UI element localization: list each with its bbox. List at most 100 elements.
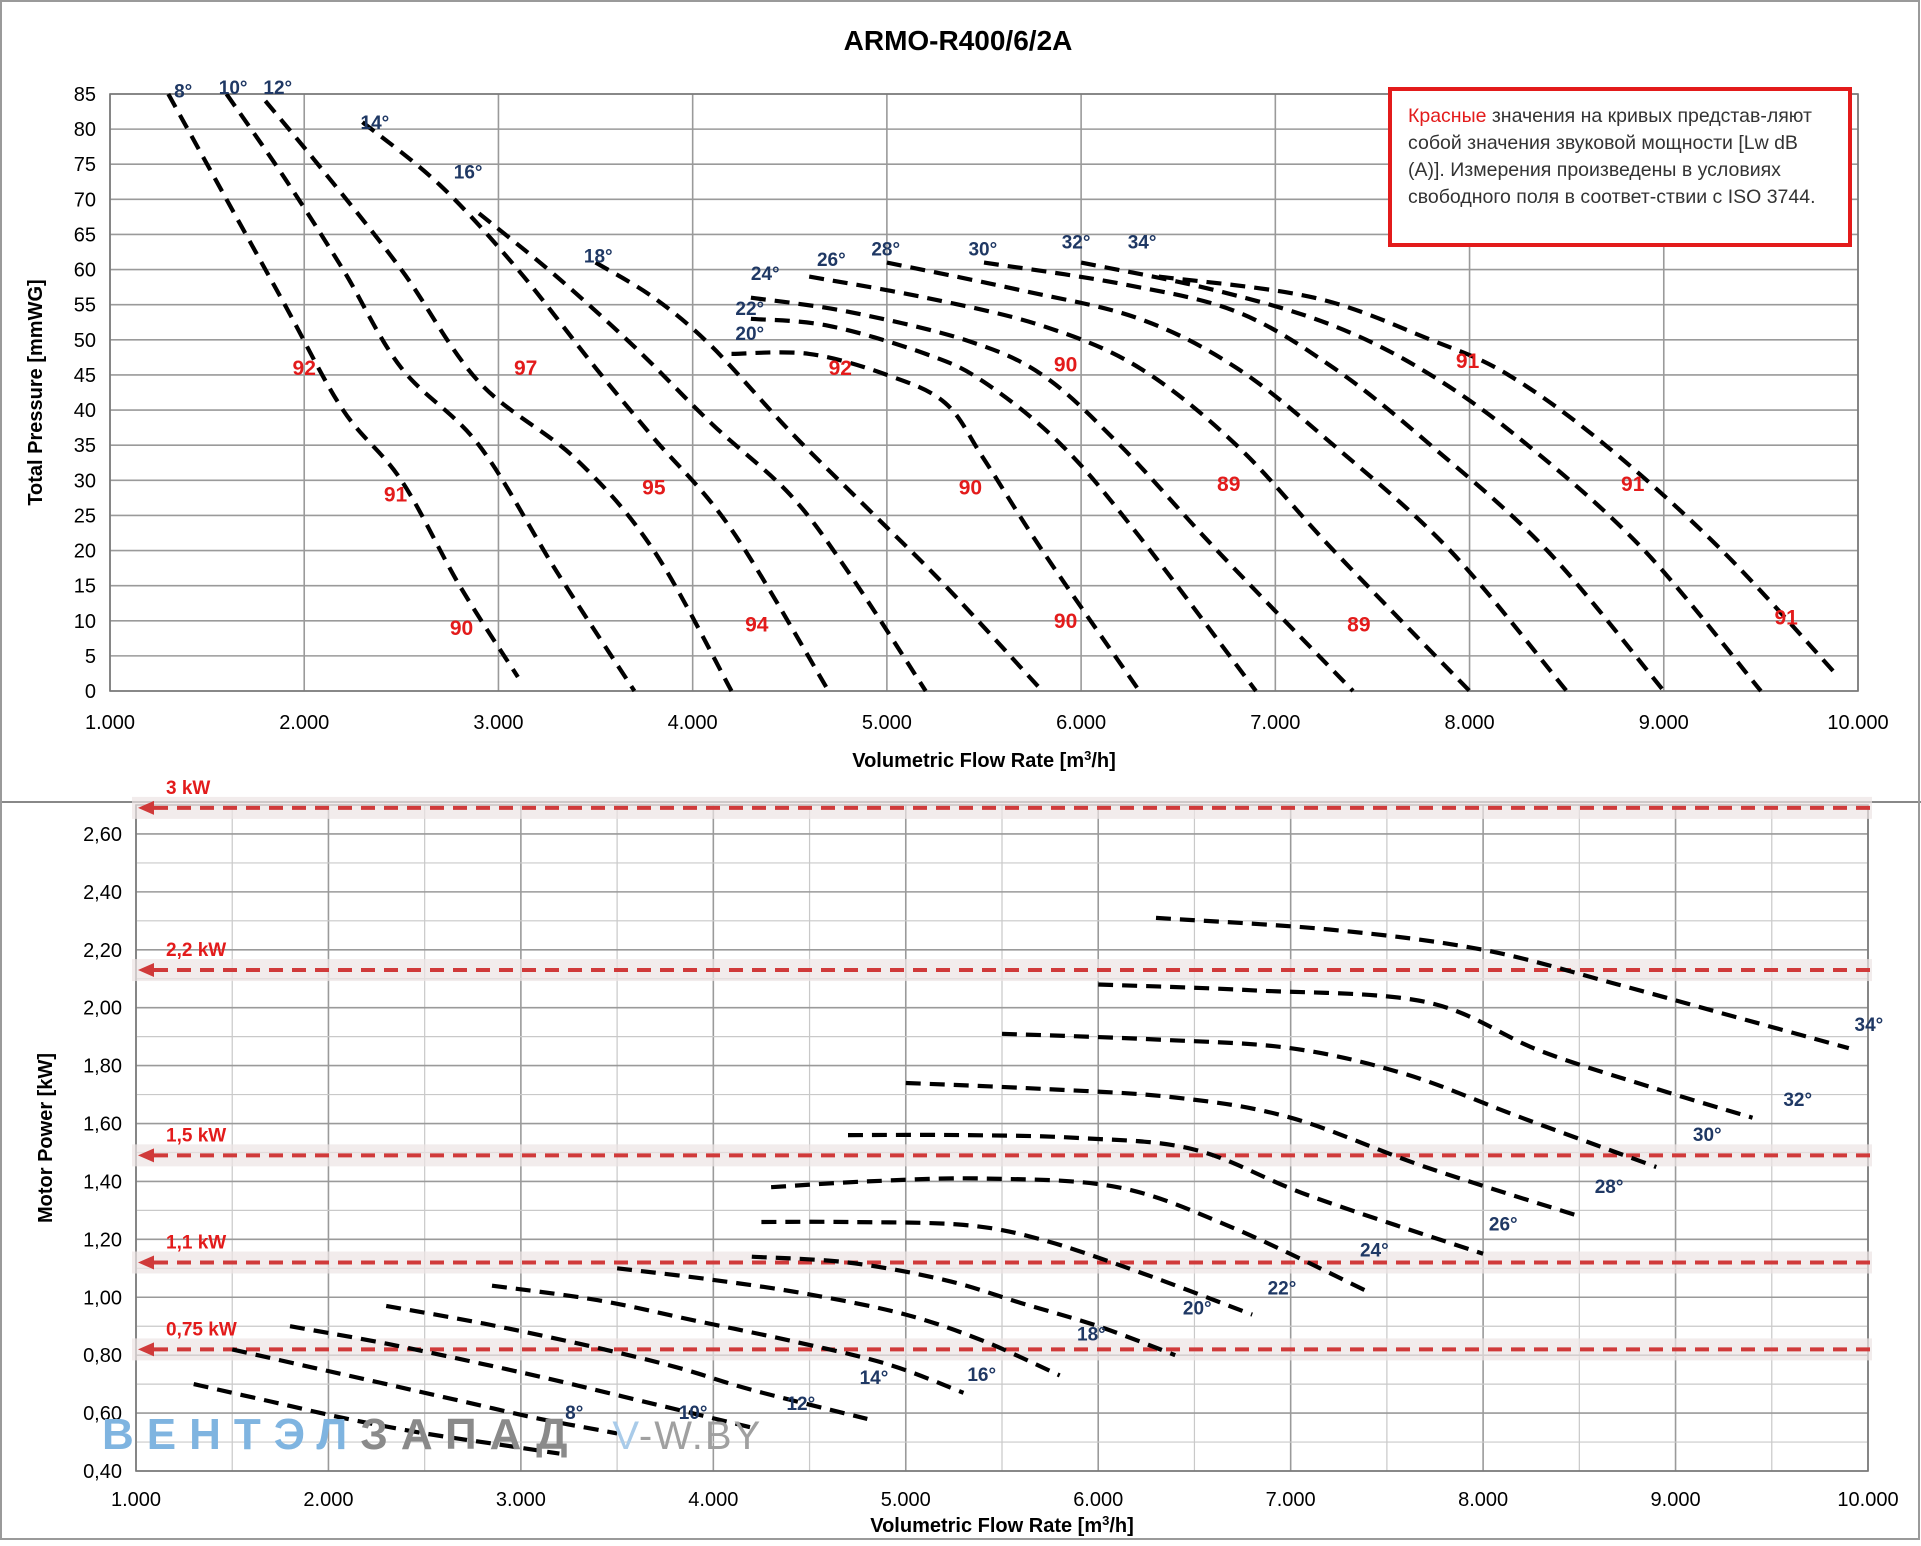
sound-power-label: 95 bbox=[642, 476, 666, 499]
x-tick-label: 1.000 bbox=[111, 1489, 161, 1511]
blade-angle-label: 8° bbox=[174, 82, 192, 103]
blade-angle-label: 10° bbox=[219, 78, 248, 99]
x-tick-label: 2.000 bbox=[303, 1489, 353, 1511]
blade-angle-label: 18° bbox=[584, 247, 613, 268]
y-axis-title: Motor Power [kW] bbox=[35, 1053, 57, 1223]
series-line bbox=[166, 92, 520, 679]
blade-angle-label: 26° bbox=[1489, 1215, 1518, 1236]
motor-line-arrow bbox=[138, 1255, 154, 1270]
blade-angle-label: 14° bbox=[860, 1368, 889, 1389]
blade-angle-label: 16° bbox=[967, 1365, 996, 1386]
motor-line-band bbox=[132, 959, 1872, 982]
x-tick-label: 9.000 bbox=[1651, 1489, 1701, 1511]
motor-power-label: 1,1 kW bbox=[166, 1233, 226, 1254]
blade-angle-label: 14° bbox=[361, 113, 390, 134]
motor-line-band bbox=[132, 796, 1872, 819]
series-line bbox=[385, 1303, 868, 1421]
series-line bbox=[594, 260, 1044, 693]
blade-angle-label: 34° bbox=[1855, 1015, 1884, 1036]
pressure-chart: 1.000 2.000 3.000 4.000 5.000 6.000 7.000 8.000… bbox=[25, 78, 1889, 772]
motor-power-label: 1,5 kW bbox=[166, 1125, 226, 1146]
angle-labels: 8° 10° 12° 14° 16° 18° 20° 22° 24° 26° 28° 30° 32° 34… bbox=[565, 1015, 1883, 1424]
blade-angle-label: 24° bbox=[1360, 1241, 1389, 1262]
sound-power-label: 94 bbox=[745, 613, 769, 636]
watermark-logo: ВЕНТЭЛЗАПАД V-W.BY bbox=[102, 1410, 762, 1460]
y-tick-label: 30 bbox=[74, 470, 96, 492]
watermark-part-2: ЗАПАД bbox=[360, 1410, 581, 1459]
motor-line-band bbox=[132, 1144, 1872, 1167]
blade-angle-label: 8° bbox=[565, 1403, 583, 1424]
y-tick-label: 80 bbox=[74, 119, 96, 141]
blade-angle-label: 28° bbox=[871, 240, 900, 261]
sound-power-labels: 92 97 92 90 91 91 95 90 89 91 90 94 90 89 91 bbox=[293, 350, 1799, 640]
y-tick-label: 2,40 bbox=[83, 882, 122, 904]
motor-power-label: 0,75 kW bbox=[166, 1319, 237, 1340]
blade-angle-label: 20° bbox=[735, 324, 764, 345]
sound-power-label: 89 bbox=[1347, 613, 1370, 636]
sound-power-label: 91 bbox=[1621, 473, 1645, 496]
sound-power-label: 91 bbox=[1774, 606, 1798, 629]
x-axis-title-text: Volumetric Flow Rate [m bbox=[852, 750, 1084, 772]
blade-angle-label: 34° bbox=[1128, 233, 1157, 254]
plot-area-border bbox=[109, 93, 1859, 692]
note-highlight: Красные bbox=[1408, 105, 1487, 127]
sound-power-label: 89 bbox=[1217, 473, 1240, 496]
y-tick-label: 0,80 bbox=[83, 1345, 122, 1367]
watermark-part-4: -W.BY bbox=[638, 1414, 763, 1458]
motor-line-band bbox=[132, 1251, 1872, 1274]
x-tick-label: 10.000 bbox=[1827, 712, 1888, 734]
series-line bbox=[808, 274, 1472, 693]
series-line bbox=[750, 295, 1355, 693]
motor-line-arrow bbox=[138, 800, 154, 815]
series-line bbox=[491, 1283, 965, 1395]
x-tick-label: 8.000 bbox=[1458, 1489, 1508, 1511]
x-tick-label: 3.000 bbox=[473, 712, 523, 734]
series-line bbox=[886, 260, 1569, 693]
chart-title: ARMO-R400/6/2A bbox=[844, 25, 1073, 56]
blade-angle-label: 30° bbox=[1693, 1125, 1722, 1146]
x-axis-title: Volumetric Flow Rate [m3/h] bbox=[852, 748, 1116, 773]
series-line bbox=[750, 316, 1258, 693]
series-line bbox=[770, 1176, 1369, 1294]
series-line bbox=[731, 350, 1142, 693]
sound-power-label: 92 bbox=[829, 357, 852, 380]
sound-power-label: 90 bbox=[1054, 353, 1077, 376]
y-tick-label: 2,20 bbox=[83, 940, 122, 962]
blade-angle-label: 24° bbox=[751, 264, 780, 285]
x-axis-title-unit: /h] bbox=[1109, 1515, 1133, 1537]
y-axis-title: Total Pressure [mmWG] bbox=[25, 279, 47, 505]
x-tick-label: 3.000 bbox=[496, 1489, 546, 1511]
series-line bbox=[193, 1382, 560, 1456]
y-tick-label: 0 bbox=[85, 681, 96, 703]
x-tick-label: 10.000 bbox=[1837, 1489, 1898, 1511]
x-axis-title-superscript: 3 bbox=[1084, 748, 1091, 763]
x-tick-label: 4.000 bbox=[668, 712, 718, 734]
motor-line-arrow bbox=[138, 1148, 154, 1163]
sound-power-label: 91 bbox=[384, 483, 408, 506]
x-tick-label: 1.000 bbox=[85, 712, 135, 734]
blade-angle-label: 12° bbox=[786, 1394, 815, 1415]
series-line bbox=[905, 1080, 1580, 1219]
series-line bbox=[361, 120, 831, 693]
series-line bbox=[1080, 260, 1763, 693]
y-tick-label: 35 bbox=[74, 435, 96, 457]
y-tick-label: 10 bbox=[74, 611, 96, 633]
y-tick-label: 2,60 bbox=[83, 824, 122, 846]
blade-angle-label: 32° bbox=[1783, 1090, 1812, 1111]
sound-power-label: 92 bbox=[293, 357, 316, 380]
blade-angle-label: 16° bbox=[454, 162, 483, 183]
series-line bbox=[1001, 1031, 1658, 1169]
motor-line-arrow bbox=[138, 963, 154, 978]
sound-power-label: 90 bbox=[450, 617, 473, 640]
x-axis-title-text: Volumetric Flow Rate [m bbox=[870, 1515, 1102, 1537]
y-tick-label: 15 bbox=[74, 576, 96, 598]
sound-power-label: 90 bbox=[1054, 610, 1077, 633]
y-tick-label: 40 bbox=[74, 400, 96, 422]
series-line bbox=[1098, 982, 1754, 1120]
note-text: значения на кривых представ-ляют собой з… bbox=[1408, 105, 1816, 208]
tick-labels: 1.000 2.000 3.000 4.000 5.000 6.000 7.000 8.000… bbox=[83, 824, 1899, 1511]
y-tick-label: 1,40 bbox=[83, 1171, 122, 1193]
x-tick-label: 7.000 bbox=[1266, 1489, 1316, 1511]
